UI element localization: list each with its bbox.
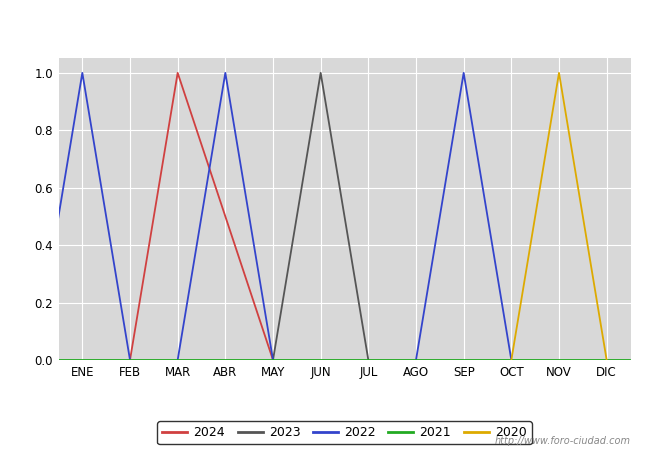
Legend: 2024, 2023, 2022, 2021, 2020: 2024, 2023, 2022, 2021, 2020 bbox=[157, 421, 532, 444]
Text: http://www.foro-ciudad.com: http://www.foro-ciudad.com bbox=[495, 436, 630, 446]
Line: 2022: 2022 bbox=[34, 73, 130, 360]
2020 bbox=[603, 357, 610, 363]
Line: 2020: 2020 bbox=[512, 73, 606, 360]
2020 bbox=[508, 357, 515, 363]
2022 bbox=[79, 70, 86, 76]
2020 bbox=[555, 70, 563, 76]
Text: Matriculaciones de Vehiculos en Montarrón: Matriculaciones de Vehiculos en Montarró… bbox=[147, 14, 503, 33]
2022 bbox=[31, 357, 38, 363]
2023 bbox=[317, 70, 324, 76]
Line: 2024: 2024 bbox=[130, 73, 273, 360]
2024 bbox=[126, 357, 134, 363]
Line: 2023: 2023 bbox=[273, 73, 369, 360]
2022 bbox=[126, 357, 134, 363]
2024 bbox=[174, 70, 181, 76]
2024 bbox=[269, 357, 277, 363]
2023 bbox=[269, 357, 277, 363]
2023 bbox=[365, 357, 372, 363]
